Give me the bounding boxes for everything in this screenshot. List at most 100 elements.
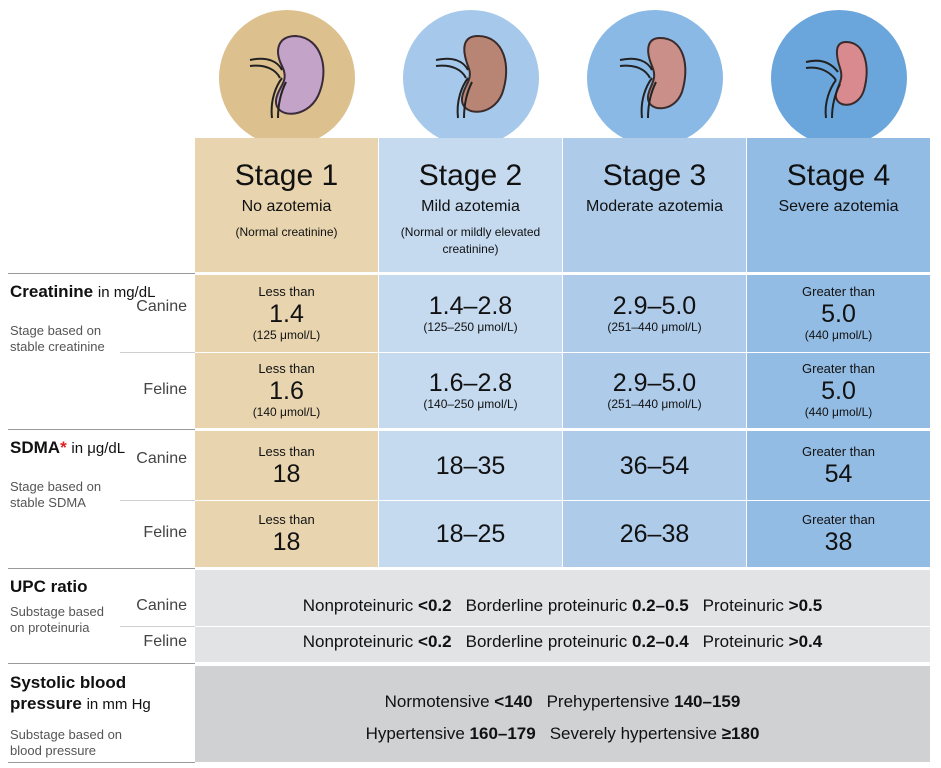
divider bbox=[120, 626, 195, 627]
stage-header: Stage 3 Moderate azotemia bbox=[563, 138, 746, 272]
cell-value: 5.0 bbox=[821, 377, 856, 405]
stage-cell: 1.6–2.8 (140–250 μmol/L) bbox=[379, 353, 562, 428]
bp-item: Hypertensive 160–179 bbox=[366, 724, 536, 744]
stage-note: (Normal or mildly elevated creatinine) bbox=[400, 225, 541, 256]
section-title: Creatinine in mg/dL bbox=[10, 281, 195, 303]
cell-value: 38 bbox=[824, 528, 853, 556]
bp-bg bbox=[195, 666, 930, 762]
section-unit: in μg/dL bbox=[71, 440, 126, 457]
item-value: <140 bbox=[494, 692, 533, 711]
bp-item: Normotensive <140 bbox=[385, 692, 533, 712]
stage-note: (Normal creatinine) bbox=[235, 225, 338, 239]
upc-sublabel: Substage based on proteinuria bbox=[10, 604, 104, 635]
divider bbox=[8, 273, 195, 274]
item-label: Nonproteinuric bbox=[302, 596, 414, 615]
section-sublabel: Stage based on stable creatinine bbox=[10, 323, 105, 354]
stage-description: No azotemia bbox=[241, 198, 332, 215]
upc-item: Nonproteinuric <0.2 bbox=[303, 596, 452, 616]
cell-value: 1.6–2.8 bbox=[428, 369, 513, 397]
cell-value: 26–38 bbox=[619, 520, 690, 548]
divider bbox=[8, 762, 195, 763]
stage-header: Stage 4 Severe azotemia bbox=[747, 138, 930, 272]
item-value: 160–179 bbox=[469, 724, 536, 743]
item-label: Nonproteinuric bbox=[302, 632, 414, 651]
stage-cell: 18–35 bbox=[379, 431, 562, 500]
divider bbox=[195, 626, 930, 627]
cell-prefix: Less than bbox=[258, 512, 315, 527]
item-label: Borderline proteinuric bbox=[465, 632, 628, 651]
section-unit: in mg/dL bbox=[97, 284, 156, 301]
cell-note: (125–250 μmol/L) bbox=[423, 320, 518, 334]
item-value: <0.2 bbox=[418, 596, 452, 615]
cell-prefix: Greater than bbox=[802, 361, 875, 376]
bp-title: Systolic blood pressure in mm Hg bbox=[10, 672, 180, 715]
upc-row: Nonproteinuric <0.2 Borderline proteinuri… bbox=[195, 596, 930, 616]
bp-name: Systolic blood pressure bbox=[10, 673, 127, 713]
item-label: Borderline proteinuric bbox=[465, 596, 628, 615]
cell-value: 1.4–2.8 bbox=[428, 292, 513, 320]
upc-item: Borderline proteinuric 0.2–0.5 bbox=[466, 596, 689, 616]
stage-description: Mild azotemia bbox=[421, 198, 520, 215]
upc-item: Proteinuric >0.5 bbox=[703, 596, 823, 616]
bp-item: Severely hypertensive ≥180 bbox=[550, 724, 760, 744]
bp-item: Prehypertensive 140–159 bbox=[547, 692, 741, 712]
stage-name: Stage 2 bbox=[418, 159, 523, 192]
cell-note: (140–250 μmol/L) bbox=[423, 397, 518, 411]
section-name: Creatinine bbox=[10, 282, 94, 301]
species-label: Feline bbox=[143, 524, 187, 541]
stage-name: Stage 3 bbox=[602, 159, 707, 192]
cell-value: 18 bbox=[272, 459, 301, 488]
stage-cell: Greater than 5.0 (440 μmol/L) bbox=[747, 353, 930, 428]
cell-value: 36–54 bbox=[619, 451, 690, 480]
cell-value: 1.6 bbox=[269, 377, 304, 405]
item-value: >0.5 bbox=[788, 596, 823, 615]
cell-prefix: Less than bbox=[258, 443, 315, 459]
divider bbox=[8, 429, 195, 430]
cell-note: (125 μmol/L) bbox=[252, 328, 321, 342]
cell-value: 5.0 bbox=[821, 300, 856, 328]
stage-cell: Less than 18 bbox=[195, 431, 378, 500]
stage-cell: Greater than 38 bbox=[747, 501, 930, 567]
divider bbox=[8, 568, 195, 569]
kidney-4 bbox=[771, 10, 907, 146]
stage-cell: 36–54 bbox=[563, 431, 746, 500]
divider bbox=[120, 352, 195, 353]
kidney-1 bbox=[219, 10, 355, 146]
bp-sublabel: Substage based on blood pressure bbox=[10, 727, 123, 758]
cell-note: (140 μmol/L) bbox=[252, 405, 321, 419]
section-sublabel: Stage based on stable SDMA bbox=[10, 479, 102, 510]
stage-name: Stage 1 bbox=[234, 159, 339, 192]
stage-cell: Less than 1.6 (140 μmol/L) bbox=[195, 353, 378, 428]
upc-item: Proteinuric >0.4 bbox=[703, 632, 823, 652]
kidney-illustrations bbox=[219, 10, 907, 146]
cell-prefix: Greater than bbox=[802, 512, 875, 527]
item-label: Hypertensive bbox=[365, 724, 465, 743]
bp-row: Normotensive <140 Prehypertensive 140–159 bbox=[195, 692, 930, 712]
cell-value: 54 bbox=[824, 459, 853, 488]
stage-cell: 18–25 bbox=[379, 501, 562, 567]
stage-cell: 1.4–2.8 (125–250 μmol/L) bbox=[379, 275, 562, 352]
stage-cell: 2.9–5.0 (251–440 μmol/L) bbox=[563, 275, 746, 352]
cell-value: 1.4 bbox=[269, 300, 304, 328]
cell-value: 2.9–5.0 bbox=[612, 292, 697, 320]
item-value: 140–159 bbox=[674, 692, 741, 711]
item-label: Proteinuric bbox=[702, 596, 784, 615]
item-label: Normotensive bbox=[384, 692, 490, 711]
item-label: Prehypertensive bbox=[546, 692, 670, 711]
upc-title: UPC ratio bbox=[10, 577, 88, 596]
cell-prefix: Greater than bbox=[802, 443, 875, 459]
stage-description: Moderate azotemia bbox=[586, 198, 723, 215]
stage-header: Stage 1 No azotemia (Normal creatinine) bbox=[195, 138, 378, 272]
bp-unit: in mm Hg bbox=[86, 696, 151, 713]
section-title: SDMA* in μg/dL bbox=[10, 437, 195, 459]
item-value: <0.2 bbox=[418, 632, 452, 651]
cell-value: 18 bbox=[272, 528, 301, 556]
species-label: Canine bbox=[136, 449, 187, 467]
stage-name: Stage 4 bbox=[786, 159, 891, 192]
species-label: Feline bbox=[143, 380, 187, 398]
species-label: Canine bbox=[136, 597, 187, 614]
cell-prefix: Greater than bbox=[802, 284, 875, 299]
divider bbox=[120, 500, 195, 501]
stage-header: Stage 2 Mild azotemia (Normal or mildly el… bbox=[379, 138, 562, 272]
